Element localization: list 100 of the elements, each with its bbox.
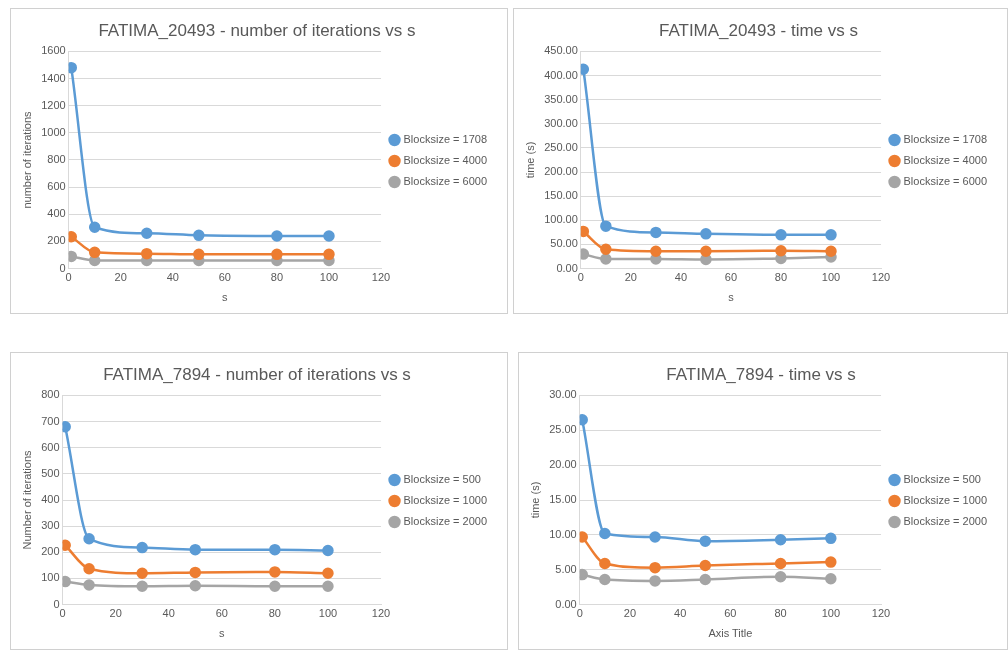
y-tick-label: 300: [41, 519, 60, 532]
point: [649, 531, 661, 543]
point: [136, 580, 148, 593]
y-tick-label: 300.00: [544, 116, 578, 129]
y-tick-label: 50.00: [550, 237, 578, 250]
point: [649, 575, 661, 587]
y-tick-label: 10.00: [549, 527, 577, 540]
point: [269, 543, 281, 556]
y-tick-label: 100.00: [544, 213, 578, 226]
x-tick-label: 20: [109, 607, 122, 620]
x-tick-label: 100: [821, 607, 840, 620]
y-tick-label: 150.00: [544, 189, 578, 202]
y-tick-label: 20.00: [549, 458, 577, 471]
y-tick-label: 1000: [41, 125, 66, 138]
y-tick-label: 400.00: [544, 68, 578, 81]
y-tick-label: 0: [53, 597, 60, 610]
chart-title: FATIMA_20493 - time vs s: [658, 20, 859, 40]
y-tick-label: 100: [41, 571, 60, 584]
chart-title: FATIMA_20493 - number of iterations vs s: [98, 20, 416, 40]
y-tick-label: 200.00: [544, 165, 578, 178]
x-tick-label: 120: [871, 271, 891, 284]
legend-label: Blocksize = 2000: [903, 515, 987, 528]
x-tick-label: 60: [724, 271, 738, 284]
x-tick-label: 40: [162, 607, 175, 620]
point: [700, 245, 712, 257]
point: [322, 544, 334, 557]
point: [650, 245, 662, 257]
legend-label: Blocksize = 500: [903, 473, 981, 486]
y-tick-label: 1200: [41, 98, 66, 111]
point: [323, 230, 335, 242]
x-tick-label: 120: [871, 607, 891, 620]
y-tick-label: 0.00: [556, 261, 578, 274]
point: [825, 245, 837, 257]
y-tick-label: 0.00: [555, 597, 577, 610]
legend-label: Blocksize = 1708: [903, 133, 987, 146]
point: [699, 535, 712, 547]
point: [269, 566, 281, 578]
point: [271, 230, 283, 242]
x-tick-label: 20: [624, 271, 637, 284]
point: [600, 253, 612, 265]
y-axis-title: number of iterations: [20, 110, 33, 209]
y-tick-label: 600: [41, 440, 60, 453]
point: [83, 563, 95, 575]
y-tick-label: 450.00: [544, 44, 578, 57]
point: [141, 247, 153, 260]
y-tick-label: 600: [47, 180, 66, 193]
point: [269, 580, 281, 593]
point: [825, 229, 837, 241]
point: [83, 579, 95, 591]
point: [825, 556, 837, 568]
legend-label: Blocksize = 1708: [403, 133, 487, 146]
x-tick-label: 100: [318, 607, 338, 620]
y-tick-label: 250.00: [544, 140, 578, 153]
x-tick-label: 60: [218, 271, 231, 284]
point: [322, 580, 334, 593]
y-tick-label: 5.00: [555, 562, 577, 575]
point: [136, 541, 148, 554]
x-tick-label: 60: [215, 607, 228, 620]
point: [774, 557, 787, 570]
legend-label: Blocksize = 4000: [903, 154, 987, 167]
point: [189, 543, 201, 556]
legend-label: Blocksize = 1000: [903, 494, 987, 507]
point: [189, 580, 201, 592]
point: [700, 228, 712, 240]
x-tick-label: 60: [724, 607, 737, 620]
point: [189, 566, 201, 579]
y-tick-label: 25.00: [549, 423, 577, 436]
y-tick-label: 500: [41, 466, 60, 479]
point: [775, 244, 787, 257]
legend-label: Blocksize = 1000: [403, 494, 487, 507]
point: [699, 573, 712, 586]
point: [599, 573, 611, 586]
point: [650, 226, 662, 239]
x-axis-title: s: [728, 291, 735, 304]
chart-title: FATIMA_7894 - time vs s: [666, 364, 856, 384]
legend-label: Blocksize = 4000: [403, 154, 487, 167]
point: [322, 567, 334, 579]
x-tick-label: 40: [674, 607, 687, 620]
point: [649, 561, 661, 574]
y-tick-label: 350.00: [544, 92, 578, 105]
y-tick-label: 0: [59, 261, 66, 274]
point: [600, 220, 612, 232]
point: [141, 227, 153, 240]
point: [599, 527, 611, 540]
y-tick-label: 15.00: [549, 493, 577, 506]
y-tick-label: 200: [41, 545, 60, 558]
x-tick-label: 40: [674, 271, 688, 284]
y-tick-label: 1600: [41, 44, 66, 57]
y-tick-label: 400: [47, 207, 66, 220]
point: [88, 246, 101, 259]
x-axis-title: s: [219, 627, 226, 640]
y-tick-label: 1400: [41, 71, 66, 84]
point: [88, 221, 101, 233]
x-axis-title: Axis Title: [708, 627, 753, 640]
point: [580, 63, 590, 76]
point: [825, 532, 837, 545]
x-tick-label: 80: [774, 271, 788, 284]
x-tick-label: 80: [774, 607, 787, 620]
point: [68, 230, 78, 243]
x-tick-label: 40: [166, 271, 179, 284]
